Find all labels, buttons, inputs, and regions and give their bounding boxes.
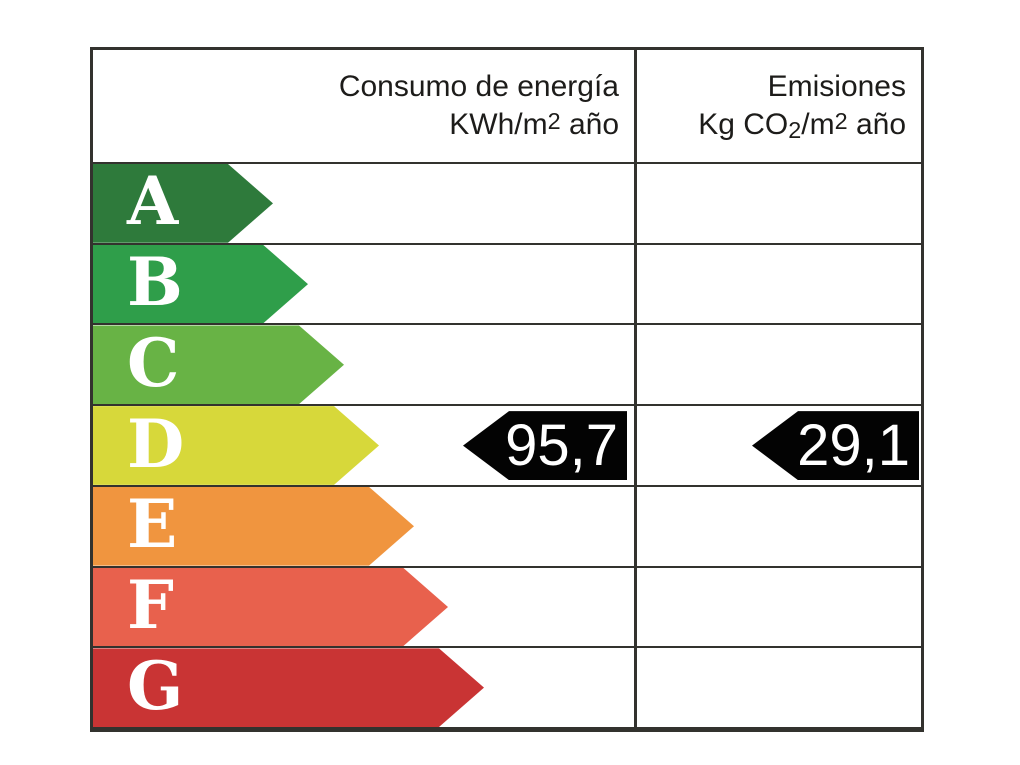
rating-letter-a: A	[127, 162, 179, 241]
energy-rating-table: Consumo de energía KWh/m2 año Emisiones …	[90, 47, 924, 732]
emissions-value-arrow: 29,1	[752, 411, 919, 481]
consumption-header: Consumo de energía KWh/m2 año	[93, 50, 634, 162]
rating-letter-c: C	[127, 323, 180, 402]
emissions-header-unit: Kg CO2/m2 año	[698, 107, 906, 144]
rating-row-e: E	[93, 486, 921, 568]
rating-arrow-d: D	[93, 406, 379, 485]
rating-letter-g: G	[127, 646, 184, 725]
consumption-header-title: Consumo de energía	[338, 69, 619, 103]
consumption-value: 95,7	[505, 412, 618, 478]
superscript-2: 2	[834, 107, 848, 134]
rating-letter-f: F	[127, 565, 174, 644]
rating-letter-b: B	[127, 243, 183, 322]
rating-arrow-f: F	[93, 568, 448, 647]
rating-row-a: A	[93, 164, 921, 245]
consumption-header-unit: KWh/m2 año	[449, 107, 619, 141]
subscript-2: 2	[788, 117, 802, 144]
table-header: Consumo de energía KWh/m2 año Emisiones …	[93, 50, 921, 164]
emissions-header-title: Emisiones	[767, 69, 906, 103]
rating-letter-d: D	[127, 404, 185, 483]
consumption-value-arrow: 95,7	[463, 411, 627, 481]
superscript-2: 2	[547, 107, 561, 134]
rating-arrow-e: E	[93, 487, 414, 566]
rating-arrow-b: B	[93, 245, 308, 324]
rating-letter-e: E	[127, 485, 178, 564]
rating-arrow-a: A	[93, 164, 273, 243]
rating-row-d: D 95,7 29,1	[93, 406, 921, 487]
rating-row-b: B	[93, 244, 921, 326]
emissions-value: 29,1	[797, 412, 910, 478]
rating-arrow-g: G	[93, 648, 484, 727]
emissions-header: Emisiones Kg CO2/m2 año	[634, 50, 921, 162]
rating-row-c: C	[93, 325, 921, 407]
rating-row-f: F	[93, 567, 921, 649]
rating-row-g: G	[93, 648, 921, 730]
rating-arrow-c: C	[93, 325, 344, 404]
